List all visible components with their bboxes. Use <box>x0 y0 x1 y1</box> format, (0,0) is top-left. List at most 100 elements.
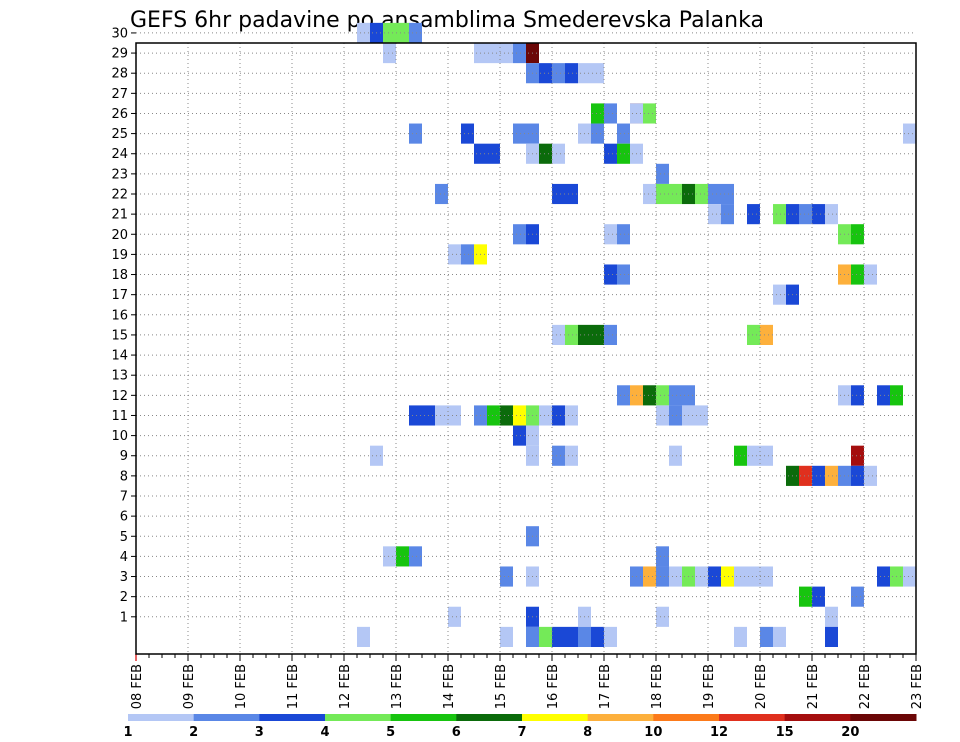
y-tick-label: 9 <box>120 449 128 464</box>
heatmap-cell <box>461 123 474 144</box>
y-tick-label: 29 <box>111 47 128 62</box>
heatmap-cell <box>448 405 461 426</box>
heatmap-cell <box>513 224 526 245</box>
heatmap-cell <box>799 465 812 486</box>
y-tick-label: 8 <box>120 469 128 484</box>
heatmap-cell <box>721 566 734 587</box>
heatmap-cell <box>669 183 682 205</box>
heatmap-cell <box>383 546 396 567</box>
y-tick-label: 25 <box>111 127 128 142</box>
y-tick-label: 16 <box>111 308 128 323</box>
colorbar-label: 2 <box>189 725 198 740</box>
heatmap-cell <box>409 546 422 567</box>
y-tick-label: 4 <box>120 550 128 565</box>
x-tick-label: 21 FEB <box>806 664 821 709</box>
heatmap-cell <box>643 183 656 205</box>
heatmap-cell <box>721 183 734 205</box>
heatmap-cell <box>552 183 565 205</box>
heatmap-cell <box>617 385 630 406</box>
x-tick-label: 10 FEB <box>234 664 249 709</box>
colorbar-swatch <box>653 714 720 721</box>
heatmap-cell <box>552 626 565 647</box>
colorbar-label: 7 <box>517 725 526 740</box>
heatmap-cell <box>747 324 760 345</box>
y-tick-label: 6 <box>120 510 128 525</box>
heatmap-cell <box>825 465 838 486</box>
heatmap-cell <box>604 103 617 124</box>
heatmap-cell <box>695 566 708 587</box>
heatmap-cell <box>448 606 461 627</box>
heatmap-cell <box>565 324 578 345</box>
x-tick-label: 22 FEB <box>858 664 873 709</box>
heatmap-cell <box>877 566 890 587</box>
heatmap-cell <box>396 546 409 567</box>
colorbar-label: 1 <box>123 725 132 740</box>
heatmap-cell <box>669 385 682 406</box>
heatmap-cell <box>513 405 526 426</box>
heatmap-cell <box>695 183 708 205</box>
heatmap-cell <box>799 204 812 225</box>
heatmap-cell <box>565 63 578 84</box>
x-tick-label: 18 FEB <box>650 664 665 709</box>
heatmap-cell <box>383 43 396 64</box>
heatmap-cell <box>773 626 786 647</box>
heatmap-cell <box>539 626 552 647</box>
heatmap-cell <box>643 103 656 124</box>
heatmap-cell <box>513 43 526 64</box>
heatmap-cell <box>552 324 565 345</box>
heatmap-cell <box>513 425 526 446</box>
heatmap-cell <box>500 405 513 426</box>
heatmap-cell <box>734 626 747 647</box>
heatmap-cell <box>773 284 786 305</box>
y-tick-label: 24 <box>111 147 128 162</box>
heatmap-cell <box>851 465 864 486</box>
colorbar-swatch <box>259 714 326 721</box>
colorbar-label: 10 <box>644 725 662 740</box>
y-tick-label: 20 <box>111 228 128 243</box>
heatmap-cell <box>656 546 669 567</box>
colorbar-swatch <box>784 714 851 721</box>
y-tick-label: 3 <box>120 570 128 585</box>
colorbar-label: 6 <box>452 725 461 740</box>
colorbar-label: 15 <box>776 725 794 740</box>
heatmap-cell <box>799 586 812 607</box>
heatmap-cell <box>669 566 682 587</box>
heatmap-cell <box>851 264 864 285</box>
heatmap-cell <box>565 626 578 647</box>
y-tick-label: 18 <box>111 268 128 283</box>
heatmap-cell <box>500 43 513 64</box>
chart-title: GEFS 6hr padavine po ansamblima Smederev… <box>130 8 764 33</box>
y-tick-label: 26 <box>111 107 128 122</box>
x-tick-label: 16 FEB <box>546 664 561 709</box>
y-tick-label: 22 <box>111 188 128 203</box>
colorbar-swatch <box>128 714 195 721</box>
heatmap-cell <box>383 22 396 43</box>
y-tick-label: 7 <box>120 490 128 505</box>
y-tick-label: 27 <box>111 87 128 102</box>
heatmap-cell <box>409 405 422 426</box>
colorbar-swatch <box>719 714 786 721</box>
colorbar-label: 12 <box>710 725 728 740</box>
heatmap-cell <box>500 566 513 587</box>
x-tick-label: 09 FEB <box>182 664 197 709</box>
colorbar-label: 8 <box>583 725 592 740</box>
colorbar-swatch <box>587 714 654 721</box>
heatmap-cell <box>617 123 630 144</box>
plot-frame <box>135 42 917 655</box>
heatmap-cell <box>539 63 552 84</box>
heatmap-cell <box>591 123 604 144</box>
heatmap-cell <box>656 385 669 406</box>
heatmap-cell <box>825 204 838 225</box>
x-tick-label: 11 FEB <box>286 664 301 709</box>
y-tick-label: 13 <box>111 369 128 384</box>
heatmap-cell <box>604 324 617 345</box>
heatmap-cell <box>552 445 565 466</box>
heatmap-cell <box>656 405 669 426</box>
y-tick-label: 11 <box>111 409 128 424</box>
x-axis: 08 FEB 09 FEB 10 FEB 11 FEB 12 FEB 13 FEB 14 F… <box>130 654 925 709</box>
heatmap-cell <box>903 566 916 587</box>
heatmap-cell <box>565 445 578 466</box>
heatmap-cell <box>409 123 422 144</box>
heatmap-cell <box>812 465 825 486</box>
